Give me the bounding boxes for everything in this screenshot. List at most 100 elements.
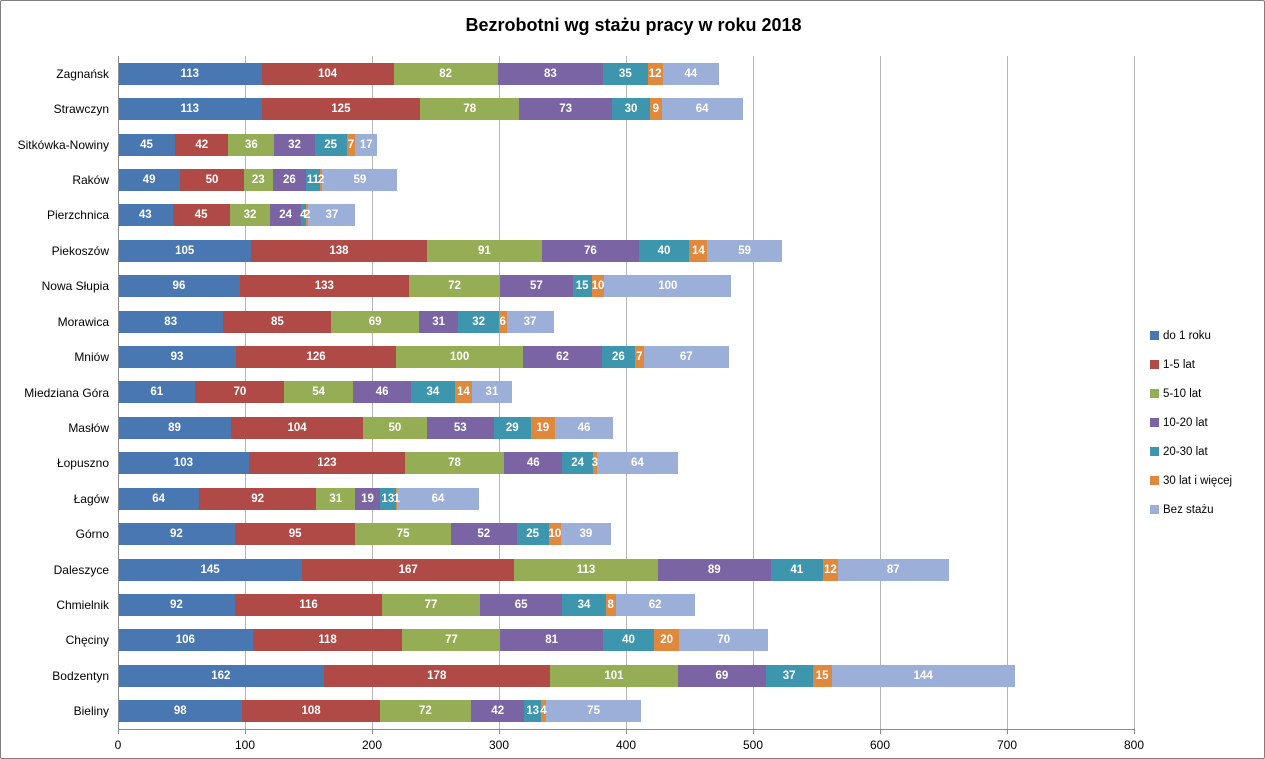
stacked-bar: 92 95 75 52 25 10 39 [118,523,611,546]
segment-value-label: 92 [170,599,183,612]
segment-value-label: 76 [584,244,597,257]
segment-value-label: 26 [283,173,296,186]
legend-item: 1-5 lat [1150,350,1232,379]
stacked-bar: 45 42 36 32 25 7 17 [118,133,378,156]
stacked-bar: 83 85 69 31 32 6 37 [118,310,554,333]
x-axis-tick-label: 800 [1123,738,1145,752]
segment-value-label: 7 [347,138,355,151]
segment-value-label: 15 [815,669,829,682]
bar-segment: 78 [420,98,520,121]
bar-row: 113 125 78 73 30 9 64 [118,91,1134,126]
x-axis-line [118,729,1134,730]
segment-value-label: 113 [576,563,596,576]
segment-value-label: 19 [536,421,550,434]
bar-segment: 104 [261,62,394,85]
bar-segment: 113 [118,62,262,85]
bar-segment: 69 [678,664,766,687]
bar-segment: 34 [411,381,455,404]
bar-segment: 32 [458,310,499,333]
bar-segment: 98 [118,700,243,723]
segment-value-label: 46 [577,421,591,434]
bar-segment: 23 [243,168,273,191]
bar-row: 89 104 50 53 29 19 46 [118,410,1134,445]
segment-value-label: 25 [526,528,540,541]
bar-segment: 2 [318,168,324,191]
segment-value-label: 83 [544,67,557,80]
chart-title: Bezrobotni wg stażu pracy w roku 2018 [465,15,802,35]
segment-value-label: 46 [526,457,540,470]
bar-segment: 13 [524,700,541,723]
x-axis-tick [880,729,881,734]
y-axis-label: Strawczyn [53,102,109,117]
segment-value-label: 95 [288,528,302,541]
bar-segment: 37 [765,664,813,687]
segment-value-label: 72 [418,705,432,718]
segment-value-label: 31 [329,492,343,505]
bar-segment: 82 [393,62,498,85]
segment-value-label: 24 [279,209,293,222]
segment-value-label: 34 [577,599,591,612]
x-axis-tick [1007,729,1008,734]
bar-segment: 15 [812,664,832,687]
bar-segment: 24 [270,204,301,227]
bar-segment: 43 [118,204,173,227]
bar-segment: 113 [514,558,658,581]
stacked-bar: 103 123 78 46 24 3 64 [118,452,678,475]
segment-value-label: 113 [180,103,200,116]
segment-value-label: 23 [251,173,265,186]
bar-segment: 92 [118,594,235,617]
legend-label: 5-10 lat [1163,387,1202,400]
bar-segment: 108 [242,700,380,723]
segment-value-label: 20 [660,634,673,647]
segment-value-label: 7 [636,351,643,364]
x-axis-tick-label: 300 [488,738,510,752]
bar-segment: 101 [549,664,679,687]
bar-segment: 145 [118,558,303,581]
bar-segment: 67 [643,346,729,369]
legend-item: 5-10 lat [1150,379,1232,408]
bar-segment: 50 [180,168,244,191]
segment-value-label: 2 [303,209,311,222]
bar-segment: 12 [647,62,663,85]
legend-item: 20-30 lat [1150,437,1232,466]
bar-segment: 4 [300,204,307,227]
bar-row: 92 95 75 52 25 10 39 [118,516,1134,551]
x-axis-tick [499,729,500,734]
bar-segment: 78 [405,452,505,475]
segment-value-label: 12 [648,67,662,80]
y-axis-label: Zagnańsk [56,66,109,81]
segment-value-label: 42 [195,138,209,151]
stacked-bar: 113 104 82 83 35 12 44 [118,62,719,85]
segment-value-label: 162 [211,669,231,682]
bar-segment: 105 [118,239,252,262]
bar-row: 83 85 69 31 32 6 37 [118,304,1134,339]
segment-value-label: 104 [287,421,307,434]
bar-row: 145 167 113 89 41 12 87 [118,552,1134,587]
bar-segment: 46 [504,452,563,475]
bar-segment: 49 [118,168,181,191]
legend-label: 1-5 lat [1163,358,1195,371]
bar-segment: 77 [402,629,501,652]
bar-segment: 144 [831,664,1015,687]
y-axis-line [118,56,119,729]
plot-area: 113 104 82 83 35 12 44 113 125 78 73 30 9 64 45 42 36 32 2… [118,56,1135,734]
segment-value-label: 59 [353,173,367,186]
segment-value-label: 75 [587,705,600,718]
segment-value-label: 42 [491,705,505,718]
segment-value-label: 64 [695,103,709,116]
x-axis-tick [245,729,246,734]
segment-value-label: 113 [180,67,200,80]
y-axis-label: Nowa Słupia [41,279,109,294]
bar-segment: 45 [172,204,230,227]
segment-value-label: 77 [444,634,458,647]
segment-value-label: 14 [691,244,705,257]
bar-segment: 19 [355,487,380,510]
bar-segment: 62 [523,346,602,369]
bar-segment: 36 [228,133,275,156]
segment-value-label: 82 [439,67,453,80]
segment-value-label: 64 [152,492,166,505]
legend-item: 30 lat i więcej [1150,466,1232,495]
segment-value-label: 167 [398,563,418,576]
bar-segment: 113 [118,98,262,121]
segment-value-label: 8 [607,599,614,612]
